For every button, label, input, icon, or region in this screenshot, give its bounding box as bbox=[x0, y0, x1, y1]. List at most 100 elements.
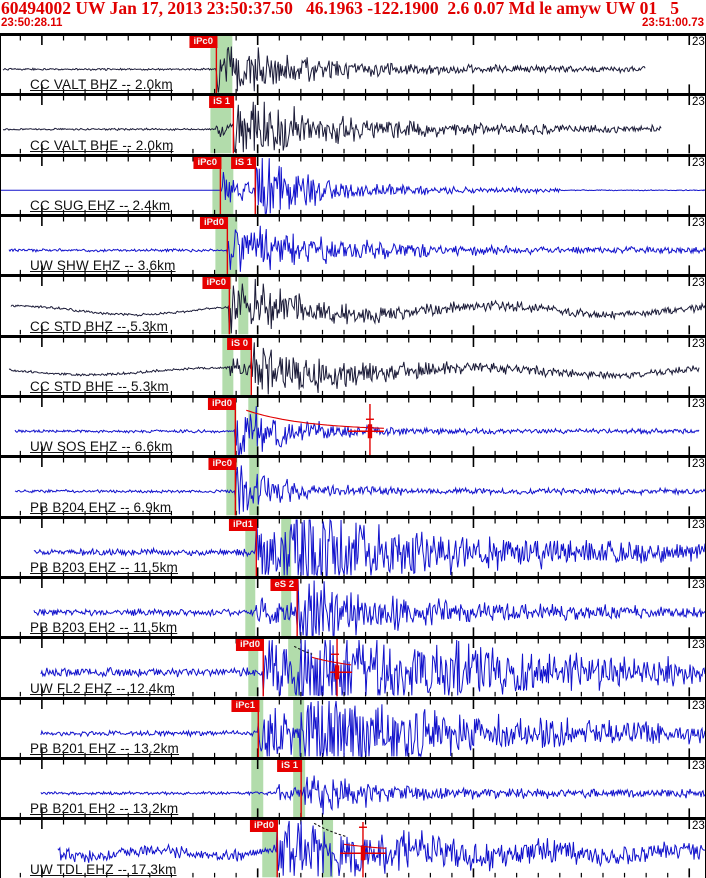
minor-time-ticks bbox=[19, 458, 669, 516]
phase-window-band bbox=[281, 579, 292, 637]
phase-window-band bbox=[210, 96, 232, 154]
pick-flag[interactable]: iPd0 bbox=[207, 398, 236, 411]
pick-flag[interactable]: iS 1 bbox=[231, 156, 256, 169]
coda-envelope-curve bbox=[246, 409, 384, 429]
pick-flag[interactable]: iPc0 bbox=[189, 36, 217, 48]
seismogram-trace[interactable] bbox=[57, 821, 705, 877]
pick-flag[interactable]: iPd0 bbox=[249, 820, 278, 833]
trace-panel[interactable]: PB B201 EH2 -- 13.2km 23 iS 1 bbox=[1, 757, 705, 818]
phase-window-band bbox=[245, 518, 256, 577]
station-label: PB B203 EHZ -- 11.5km bbox=[30, 560, 178, 576]
pick-flag[interactable]: iPc0 bbox=[208, 458, 236, 471]
pick-flag[interactable]: iPc0 bbox=[202, 277, 230, 290]
seismogram-trace[interactable] bbox=[40, 700, 705, 758]
minor-time-ticks bbox=[19, 579, 669, 637]
major-time-ticks bbox=[41, 518, 691, 577]
pick-flag[interactable]: iPd1 bbox=[228, 518, 257, 531]
major-time-ticks bbox=[41, 217, 691, 275]
time-tick-label: 23 bbox=[692, 156, 705, 169]
trace-panel[interactable]: UW SOS EHZ -- 6.6km 23 iPd0 bbox=[1, 395, 705, 456]
station-label: PB B201 EH2 -- 13.2km bbox=[30, 801, 179, 817]
time-tick-label: 23 bbox=[692, 518, 705, 531]
pick-flag[interactable]: iS 1 bbox=[209, 96, 234, 109]
trace-panel[interactable]: CC STD BHZ -- 5.3km 23 iPc0 bbox=[1, 274, 705, 335]
waveform-plot bbox=[8, 217, 705, 275]
pick-flag[interactable]: iPd0 bbox=[235, 639, 264, 652]
trace-panel[interactable]: CC VALT BHE -- 2.0km 23 iS 1 bbox=[1, 93, 705, 154]
waveform-plot bbox=[1, 156, 705, 215]
minor-time-ticks bbox=[19, 820, 669, 878]
minor-time-ticks bbox=[19, 217, 669, 275]
pick-flag[interactable]: iPd0 bbox=[199, 217, 228, 230]
coda-marker-handle[interactable] bbox=[334, 665, 340, 680]
minor-time-ticks bbox=[19, 760, 669, 818]
trace-panel[interactable]: CC STD BHE -- 5.3km 23 iS 0 bbox=[1, 334, 705, 396]
pick-flag[interactable]: iS 0 bbox=[227, 337, 252, 350]
trace-panel[interactable]: CC VALT BHZ -- 2.0km 23 iPc0 bbox=[1, 33, 705, 94]
minor-time-ticks bbox=[19, 36, 669, 94]
window-end-time: 23:51:00.73 bbox=[641, 17, 704, 29]
major-time-ticks bbox=[41, 760, 691, 818]
trace-panel[interactable]: UW SHW EHZ -- 3.6km 23 iPd0 bbox=[1, 214, 705, 275]
seismogram-trace[interactable] bbox=[33, 580, 705, 636]
trace-panel[interactable]: PB B204 EHZ -- 6.9km 23 iPc0 bbox=[1, 455, 705, 516]
station-label: UW SOS EHZ -- 6.6km bbox=[30, 439, 173, 455]
phase-window-band bbox=[248, 398, 259, 456]
time-tick-label: 23 bbox=[692, 398, 705, 411]
seismogram-trace[interactable] bbox=[14, 406, 700, 455]
station-label: UW SHW EHZ -- 3.6km bbox=[30, 258, 176, 274]
waveform-plot bbox=[2, 96, 691, 154]
station-label: UW TDL EHZ -- 17.3km bbox=[30, 861, 177, 877]
station-label: CC SUG EHZ -- 2.4km bbox=[30, 198, 171, 214]
waveform-plot bbox=[8, 337, 700, 396]
station-label: PB B201 EHZ -- 13.2km bbox=[30, 741, 180, 757]
trace-panel[interactable]: CC SUG EHZ -- 2.4km 23 iPc0 iS 1 bbox=[1, 153, 705, 215]
phase-window-band bbox=[288, 639, 301, 697]
time-tick-label: 23 bbox=[692, 36, 705, 48]
phase-window-band bbox=[293, 699, 305, 758]
pick-flag[interactable]: iS 1 bbox=[277, 760, 302, 773]
seismogram-trace[interactable] bbox=[2, 102, 662, 154]
trace-panel[interactable]: PB B203 EH2 -- 11.5km 23 eS 2 bbox=[1, 576, 705, 637]
phase-window-band bbox=[293, 760, 306, 818]
trace-panel[interactable]: PB B203 EHZ -- 11.5km 23 iPd1 bbox=[1, 515, 705, 577]
seismogram-trace[interactable] bbox=[8, 342, 700, 395]
trace-stack: CC VALT BHZ -- 2.0km 23 iPc0 CC VALT BHE… bbox=[0, 33, 706, 878]
station-label: PB B203 EH2 -- 11.5km bbox=[30, 620, 178, 636]
seismogram-trace[interactable] bbox=[8, 225, 705, 272]
pick-flag[interactable]: iPc0 bbox=[193, 156, 221, 169]
coda-decay-curve-black bbox=[293, 646, 313, 656]
pick-flag[interactable]: eS 2 bbox=[270, 579, 298, 592]
major-time-ticks bbox=[41, 156, 691, 215]
seismogram-trace[interactable] bbox=[1, 157, 705, 214]
seismogram-trace[interactable] bbox=[2, 46, 646, 93]
trace-panel[interactable]: UW TDL EHZ -- 17.3km 23 iPd0 bbox=[1, 817, 705, 878]
major-time-ticks bbox=[41, 458, 691, 516]
seismogram-trace[interactable] bbox=[40, 640, 705, 697]
minor-time-ticks bbox=[19, 398, 669, 456]
time-tick-label: 23 bbox=[692, 217, 705, 230]
coda-envelope-curve bbox=[311, 657, 352, 666]
window-start-time: 23:50:28.11 bbox=[1, 17, 63, 29]
seismogram-trace[interactable] bbox=[40, 775, 705, 815]
seismogram-trace[interactable] bbox=[14, 465, 705, 515]
major-time-ticks bbox=[41, 36, 691, 94]
pick-flag[interactable]: iPc1 bbox=[231, 699, 259, 712]
phase-window-band bbox=[245, 579, 256, 637]
phase-window-band bbox=[322, 820, 334, 878]
trace-panel[interactable]: PB B201 EHZ -- 13.2km 23 iPc1 bbox=[1, 696, 705, 758]
waveform-plot bbox=[10, 277, 705, 335]
time-tick-label: 23 bbox=[692, 337, 705, 350]
coda-marker-handle[interactable] bbox=[360, 846, 366, 861]
station-label: CC STD BHE -- 5.3km bbox=[30, 379, 169, 395]
time-tick-label: 23 bbox=[692, 760, 705, 773]
phase-window-band bbox=[248, 639, 259, 697]
seismogram-trace[interactable] bbox=[33, 518, 705, 577]
seismogram-trace[interactable] bbox=[10, 279, 705, 334]
station-label: CC VALT BHE -- 2.0km bbox=[30, 137, 174, 153]
major-time-ticks bbox=[41, 96, 691, 154]
coda-marker-handle[interactable] bbox=[367, 424, 373, 439]
phase-window-band bbox=[226, 398, 237, 456]
trace-panel[interactable]: UW FL2 EHZ -- 12.4km 23 iPd0 bbox=[1, 636, 705, 697]
station-label: CC VALT BHZ -- 2.0km bbox=[30, 77, 173, 93]
